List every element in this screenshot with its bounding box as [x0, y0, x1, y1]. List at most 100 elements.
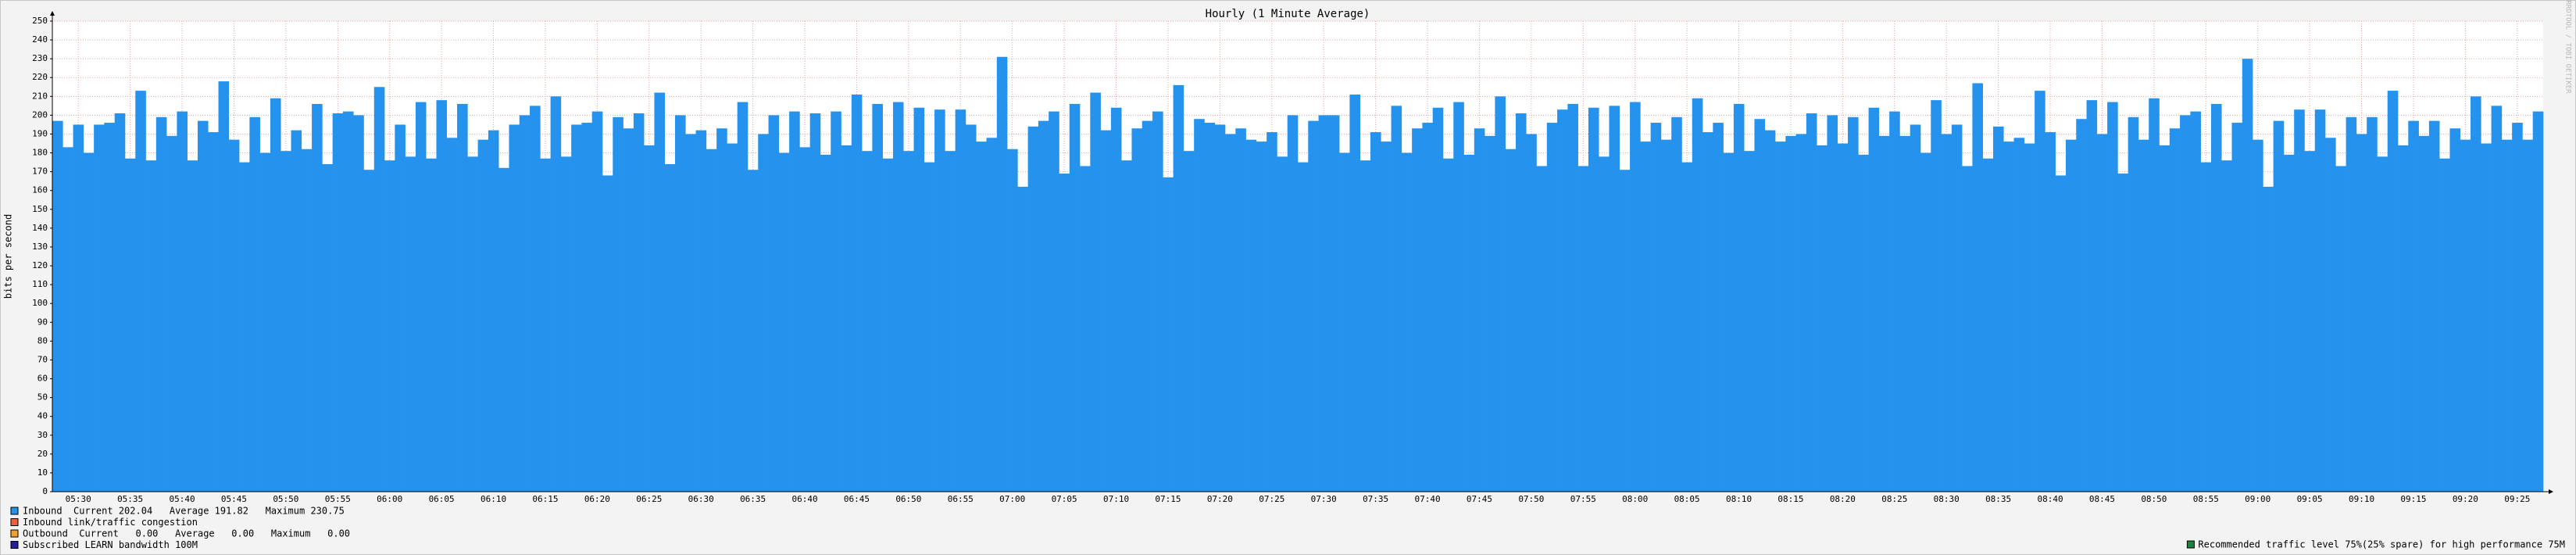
bar — [550, 96, 562, 492]
bar — [2522, 139, 2534, 492]
bar — [2439, 158, 2450, 492]
bar — [1453, 102, 1464, 492]
bar — [1920, 152, 1931, 492]
x-tick-label: 07:05 — [1052, 494, 1077, 504]
bar — [259, 152, 271, 492]
x-axis-arrow — [2549, 489, 2553, 494]
x-tick-label: 06:25 — [636, 494, 662, 504]
x-tick-label: 07:25 — [1259, 494, 1284, 504]
note-swatch — [2186, 540, 2195, 549]
bar — [1640, 141, 1651, 492]
bar — [664, 164, 676, 492]
x-tick-label: 05:35 — [117, 494, 143, 504]
bar — [1785, 135, 1796, 492]
bar — [312, 103, 323, 492]
bar — [1225, 134, 1236, 492]
y-tick-label: 70 — [38, 354, 48, 364]
bar — [1526, 134, 1537, 492]
y-tick-label: 100 — [32, 298, 48, 308]
y-tick-label: 10 — [38, 467, 48, 478]
bar — [1370, 132, 1381, 492]
bar — [342, 111, 354, 492]
bar — [1194, 119, 1205, 492]
y-axis-arrow — [50, 11, 55, 16]
bar — [228, 139, 240, 492]
x-tick-label: 07:15 — [1155, 494, 1181, 504]
bar — [945, 151, 956, 492]
bar — [498, 167, 509, 492]
bar — [1152, 111, 1163, 492]
bar — [1702, 132, 1713, 492]
y-tick-label: 20 — [38, 449, 48, 459]
bar — [1733, 103, 1745, 492]
bar — [1577, 166, 1589, 492]
x-tick-label: 09:20 — [2453, 494, 2478, 504]
bar — [2253, 139, 2263, 492]
x-tick-label: 07:50 — [1518, 494, 1544, 504]
bar — [2481, 143, 2492, 492]
bar — [1308, 120, 1319, 492]
x-tick-label: 06:35 — [740, 494, 766, 504]
bar — [1764, 130, 1776, 492]
y-tick-label: 220 — [32, 72, 48, 82]
bar — [477, 139, 489, 492]
axes: 0 10 20 30 40 50 60 70 80 90 100 110 120 130 140 150 160… — [32, 11, 2553, 504]
y-tick-label: 130 — [32, 242, 48, 252]
bar — [208, 132, 219, 492]
bar — [540, 158, 551, 492]
x-tick-label: 07:55 — [1570, 494, 1596, 504]
bar — [1442, 158, 1454, 492]
bar — [94, 124, 105, 492]
bar — [1962, 166, 1973, 492]
chart-title: Hourly (1 Minute Average) — [1206, 8, 1370, 20]
x-tick-label: 07:10 — [1103, 494, 1129, 504]
bar — [862, 151, 873, 492]
bar — [2512, 123, 2523, 492]
bar — [758, 134, 769, 492]
bar — [841, 145, 852, 492]
bar — [2294, 109, 2305, 492]
bar — [2460, 139, 2471, 492]
bar — [1495, 96, 1506, 492]
legend-swatch — [10, 529, 19, 538]
bar — [1972, 83, 1983, 492]
bar — [124, 158, 136, 492]
bar — [2210, 103, 2222, 492]
bar — [1391, 106, 1402, 492]
bar — [467, 156, 478, 492]
bar — [1557, 109, 1568, 492]
bar — [2398, 145, 2409, 492]
bar — [1328, 115, 1340, 492]
bar — [1609, 106, 1620, 492]
bar — [831, 111, 841, 492]
x-tick-label: 05:45 — [221, 494, 247, 504]
x-tick-label: 09:25 — [2504, 494, 2530, 504]
bar — [1951, 124, 1963, 492]
bar — [1204, 123, 1216, 492]
bar — [1992, 126, 2004, 492]
bar — [1795, 134, 1807, 492]
bar — [1650, 123, 1662, 492]
bar — [395, 124, 406, 492]
bar — [1858, 154, 1869, 492]
bar — [2003, 141, 2014, 492]
bar — [384, 160, 395, 492]
bar — [996, 56, 1008, 492]
bar — [1660, 139, 1672, 492]
x-tick-label: 05:50 — [273, 494, 298, 504]
bar — [1173, 84, 1184, 492]
bar — [1339, 152, 1350, 492]
bar — [2325, 138, 2336, 492]
bar — [913, 107, 925, 492]
x-tick-label: 07:20 — [1207, 494, 1233, 504]
bar — [2418, 135, 2430, 492]
bar — [1546, 123, 1558, 492]
bar — [2501, 139, 2513, 492]
y-tick-label: 250 — [32, 16, 48, 26]
bar — [2107, 102, 2118, 492]
bar — [1827, 115, 1838, 492]
bar — [571, 124, 582, 492]
bar — [1245, 139, 1257, 492]
x-tick-label: 09:10 — [2349, 494, 2374, 504]
